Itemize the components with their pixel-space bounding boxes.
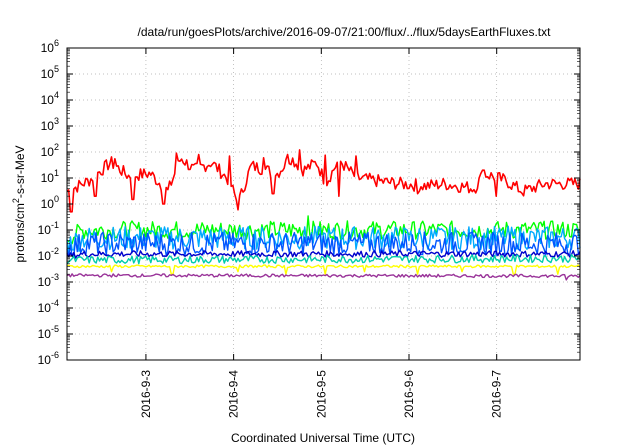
chart-title: /data/run/goesPlots/archive/2016-09-07/2… — [138, 25, 552, 39]
y-tick-label: 105 — [41, 64, 59, 81]
series-line-7 — [66, 273, 581, 281]
y-tick-label: 106 — [41, 38, 59, 55]
y-tick-label: 10-3 — [38, 272, 59, 289]
x-tick-label: 2016-9-6 — [402, 370, 416, 418]
series-line-2 — [66, 225, 581, 254]
x-axis-label: Coordinated Universal Time (UTC) — [231, 431, 415, 445]
y-tick-label: 10-2 — [38, 246, 59, 263]
series-group — [66, 149, 581, 281]
grid — [67, 48, 580, 360]
series-line-3 — [66, 231, 581, 258]
y-axis: 106 105 104 103 102 101 100 10-1 10-2 10-3 10-4 10-… — [38, 38, 580, 367]
x-tick-label: 2016-9-3 — [139, 370, 153, 418]
y-tick-label: 10-5 — [38, 324, 59, 341]
x-tick-label: 2016-9-4 — [227, 370, 241, 418]
y-axis-label: protons/cm2-s-sr-MeV — [11, 145, 27, 262]
y-tick-label: 10-4 — [38, 298, 59, 315]
y-tick-label: 10-1 — [38, 220, 59, 237]
y-tick-label: 10-6 — [38, 350, 59, 367]
y-tick-label: 102 — [41, 142, 59, 159]
y-tick-label: 101 — [41, 168, 59, 185]
x-axis: 2016-9-3 2016-9-4 2016-9-5 2016-9-6 2016-9-7 — [139, 48, 504, 418]
series-line-0 — [66, 149, 581, 213]
y-tick-label: 104 — [41, 90, 59, 107]
y-tick-label: 103 — [41, 116, 59, 133]
series-line-6 — [66, 264, 581, 275]
series-line-5 — [66, 253, 581, 265]
x-tick-label: 2016-9-5 — [314, 370, 328, 418]
y-tick-label: 100 — [41, 194, 59, 211]
x-tick-label: 2016-9-7 — [490, 370, 504, 418]
